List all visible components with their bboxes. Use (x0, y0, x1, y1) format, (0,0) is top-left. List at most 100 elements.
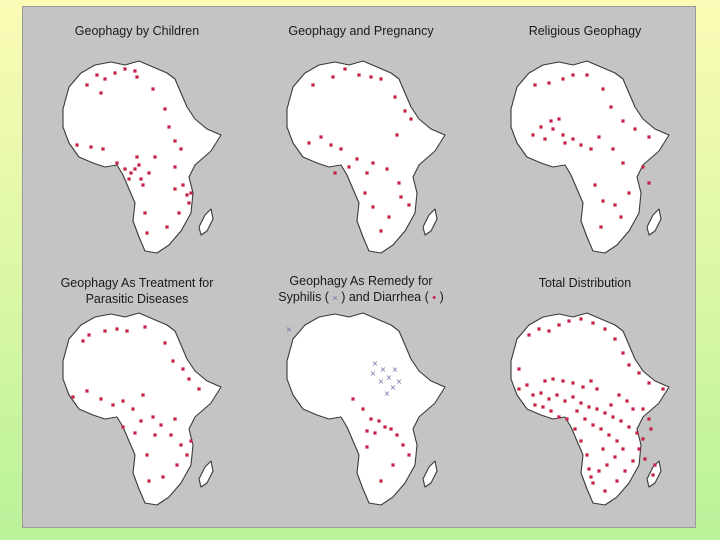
panel-title: Geophagy As Remedy for (289, 274, 433, 288)
geophagy-site-dot (561, 133, 565, 137)
africa-landmass (62, 60, 222, 254)
geophagy-site-dot (111, 403, 115, 407)
geophagy-site-dot (175, 463, 179, 467)
geophagy-site-dot (579, 401, 583, 405)
diarrhea-site-dot (383, 425, 387, 429)
geophagy-site-dot (189, 191, 193, 195)
africa-landmass (62, 312, 222, 506)
diarrhea-site-dot (379, 479, 383, 483)
geophagy-site-dot (173, 139, 177, 143)
geophagy-site-dot (591, 481, 595, 485)
geophagy-site-dot (637, 371, 641, 375)
panel-remedy: Geophagy As Remedy for Syphilis ( × ) an… (249, 269, 473, 529)
geophagy-site-dot (565, 417, 569, 421)
geophagy-site-dot (557, 323, 561, 327)
geophagy-site-dot (153, 155, 157, 159)
geophagy-site-dot (173, 165, 177, 169)
geophagy-site-dot (589, 475, 593, 479)
geophagy-site-dot (357, 73, 361, 77)
panel-title: Total Distribution (538, 276, 632, 290)
geophagy-site-dot (607, 433, 611, 437)
geophagy-site-dot (397, 181, 401, 185)
geophagy-site-dot (385, 167, 389, 171)
panel-title: Religious Geophagy (528, 24, 642, 38)
panel-religious: Religious Geophagy (473, 17, 697, 277)
panel-children: Geophagy by Children (25, 17, 249, 277)
geophagy-site-dot (619, 215, 623, 219)
diarrhea-legend-symbol: • (432, 292, 437, 304)
geophagy-site-dot (621, 351, 625, 355)
geophagy-site-dot (179, 443, 183, 447)
panel-title: Geophagy and Pregnancy (288, 24, 434, 38)
geophagy-site-dot (611, 147, 615, 151)
geophagy-site-dot (333, 171, 337, 175)
geophagy-site-dot (517, 387, 521, 391)
geophagy-site-dot (517, 367, 521, 371)
geophagy-site-dot (571, 395, 575, 399)
geophagy-site-dot (619, 419, 623, 423)
geophagy-site-dot (121, 399, 125, 403)
syphilis-site-mark: × (370, 369, 377, 378)
madagascar-outline (198, 208, 214, 236)
geophagy-site-dot (187, 377, 191, 381)
geophagy-site-dot (649, 427, 653, 431)
geophagy-site-dot (371, 161, 375, 165)
diarrhea-site-dot (391, 463, 395, 467)
geophagy-site-dot (177, 211, 181, 215)
geophagy-site-dot (133, 167, 137, 171)
geophagy-site-dot (551, 127, 555, 131)
geophagy-site-dot (99, 397, 103, 401)
geophagy-site-dot (555, 393, 559, 397)
geophagy-site-dot (615, 479, 619, 483)
panel-total: Total Distribution (473, 269, 697, 529)
geophagy-site-dot (171, 359, 175, 363)
geophagy-site-dot (539, 391, 543, 395)
geophagy-site-dot (585, 453, 589, 457)
diarrhea-site-dot (369, 417, 373, 421)
geophagy-site-dot (641, 437, 645, 441)
geophagy-site-dot (525, 383, 529, 387)
geophagy-site-dot (647, 381, 651, 385)
panel-parasitic: Geophagy As Treatment for Parasitic Dise… (25, 269, 249, 529)
geophagy-site-dot (197, 387, 201, 391)
geophagy-site-dot (647, 135, 651, 139)
geophagy-site-dot (633, 127, 637, 131)
geophagy-site-dot (595, 387, 599, 391)
geophagy-site-dot (399, 195, 403, 199)
geophagy-site-dot (123, 167, 127, 171)
geophagy-site-dot (85, 389, 89, 393)
geophagy-site-dot (87, 333, 91, 337)
geophagy-site-dot (533, 403, 537, 407)
africa-landmass (286, 312, 446, 506)
geophagy-site-dot (339, 147, 343, 151)
geophagy-site-dot (379, 77, 383, 81)
geophagy-site-dot (331, 75, 335, 79)
geophagy-site-dot (601, 87, 605, 91)
geophagy-site-dot (611, 415, 615, 419)
africa-map (62, 60, 222, 254)
africa-map (286, 60, 446, 254)
geophagy-site-dot (627, 425, 631, 429)
panel-pregnancy: Geophagy and Pregnancy (249, 17, 473, 277)
geophagy-site-dot (125, 329, 129, 333)
diarrhea-site-dot (377, 419, 381, 423)
geophagy-site-dot (173, 417, 177, 421)
geophagy-site-dot (369, 75, 373, 79)
diarrhea-site-dot (365, 429, 369, 433)
africa-outline (510, 60, 670, 254)
geophagy-site-dot (631, 459, 635, 463)
diarrhea-site-dot (401, 443, 405, 447)
africa-map (510, 60, 670, 254)
syphilis-site-mark: × (286, 325, 293, 334)
diarrhea-site-dot (365, 445, 369, 449)
geophagy-site-dot (145, 231, 149, 235)
syphilis-site-mark: × (386, 373, 393, 382)
africa-outline (62, 312, 222, 506)
geophagy-site-dot (539, 125, 543, 129)
geophagy-site-dot (75, 143, 79, 147)
geophagy-site-dot (579, 439, 583, 443)
geophagy-site-dot (129, 171, 133, 175)
geophagy-site-dot (653, 463, 657, 467)
geophagy-site-dot (603, 489, 607, 493)
geophagy-site-dot (147, 479, 151, 483)
